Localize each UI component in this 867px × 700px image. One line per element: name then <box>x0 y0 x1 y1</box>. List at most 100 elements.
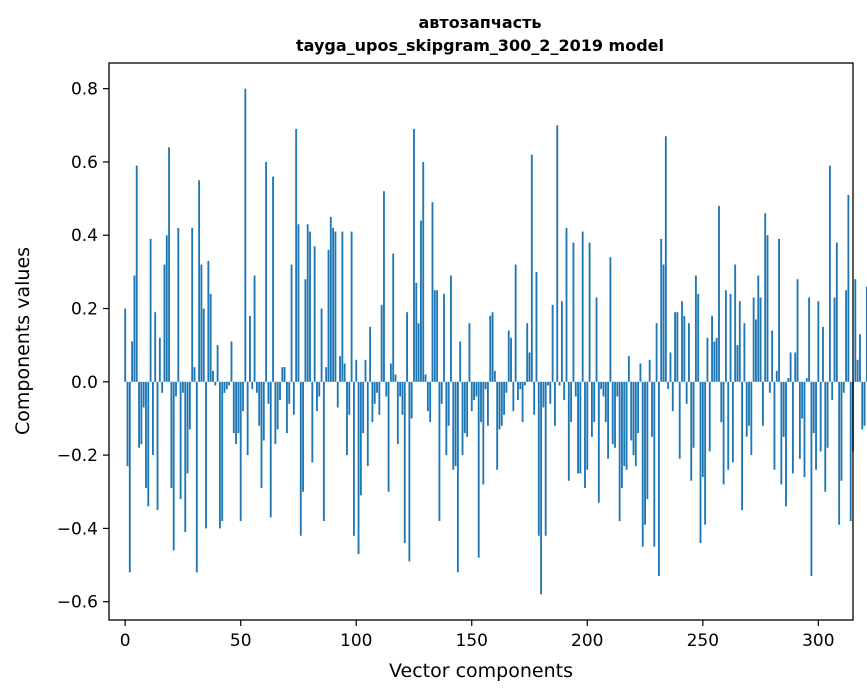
bar <box>355 359 358 382</box>
bar <box>544 381 547 536</box>
bar <box>805 378 808 382</box>
bar <box>614 381 616 448</box>
bar <box>639 363 642 382</box>
bar <box>403 381 406 544</box>
bar <box>595 297 598 382</box>
bar <box>128 381 131 573</box>
bar <box>149 238 152 382</box>
bar <box>140 381 143 445</box>
bar <box>295 128 298 382</box>
bar <box>824 381 827 492</box>
bar <box>694 275 697 382</box>
bar <box>392 253 395 382</box>
x-tick-label: 100 <box>340 631 372 651</box>
bar <box>498 381 501 430</box>
bar <box>801 381 804 419</box>
bar <box>533 381 536 415</box>
bar <box>535 271 538 382</box>
bar <box>570 381 573 423</box>
bar <box>493 370 496 382</box>
bar <box>212 370 214 382</box>
bar <box>822 326 824 382</box>
bar <box>269 381 272 518</box>
bar <box>406 312 408 382</box>
bar <box>198 180 201 382</box>
bar <box>433 290 436 382</box>
bar <box>667 381 670 390</box>
bar <box>764 213 767 382</box>
bar <box>482 381 485 485</box>
bar <box>692 381 695 448</box>
bar <box>276 381 279 430</box>
bar <box>353 381 355 536</box>
plot-frame <box>108 62 854 621</box>
bar <box>817 301 820 382</box>
bar <box>655 323 658 382</box>
bar <box>586 381 589 470</box>
bar <box>496 381 499 470</box>
x-axis-ticks: 0 50 100 150 200 250 300 <box>120 620 835 651</box>
bar <box>577 381 579 474</box>
bars-group <box>124 88 867 595</box>
bar <box>750 381 753 456</box>
bar <box>281 367 284 382</box>
bar <box>473 381 475 401</box>
bar <box>177 227 180 382</box>
bar <box>792 381 794 474</box>
bar <box>223 381 226 393</box>
bar <box>158 337 161 382</box>
bar <box>551 304 554 382</box>
bar <box>142 381 145 408</box>
bar <box>290 264 293 382</box>
bar <box>796 279 799 382</box>
bar <box>812 381 815 434</box>
bar <box>380 304 383 382</box>
bar <box>216 345 219 382</box>
y-tick-label: 0.2 <box>71 300 98 320</box>
bar <box>671 381 674 412</box>
bar <box>309 231 311 382</box>
bar <box>634 381 637 467</box>
bar <box>232 381 235 434</box>
bar <box>660 238 663 382</box>
x-tick-label: 200 <box>571 631 603 651</box>
bar <box>701 381 704 478</box>
bar <box>200 264 203 382</box>
bar <box>357 381 360 555</box>
bar <box>385 381 388 397</box>
bar <box>669 352 672 382</box>
bar <box>859 334 861 382</box>
x-tick-label: 300 <box>802 631 834 651</box>
bar <box>304 279 307 382</box>
bar <box>438 381 441 522</box>
bar <box>306 224 309 382</box>
x-tick-label: 150 <box>456 631 488 651</box>
bar <box>274 381 277 445</box>
bar <box>350 231 353 382</box>
bar <box>260 381 263 489</box>
y-axis-label: Components values <box>12 247 34 435</box>
bar <box>611 381 614 445</box>
bar <box>623 381 626 467</box>
bar <box>475 381 478 397</box>
bar <box>708 381 711 452</box>
bar <box>214 381 217 386</box>
bar <box>528 352 531 382</box>
bar <box>743 323 746 382</box>
bar <box>408 381 411 562</box>
bar <box>560 301 563 382</box>
bar <box>369 326 372 382</box>
bar <box>574 381 577 397</box>
bar <box>514 264 517 382</box>
bar <box>759 297 762 382</box>
bar <box>401 381 404 415</box>
bar <box>519 381 522 390</box>
bar <box>542 381 545 408</box>
bar <box>491 312 494 382</box>
bar <box>563 381 566 401</box>
bar <box>840 381 843 481</box>
bar <box>849 381 852 522</box>
bar <box>745 381 748 437</box>
bar <box>579 381 582 474</box>
bar <box>255 381 258 393</box>
